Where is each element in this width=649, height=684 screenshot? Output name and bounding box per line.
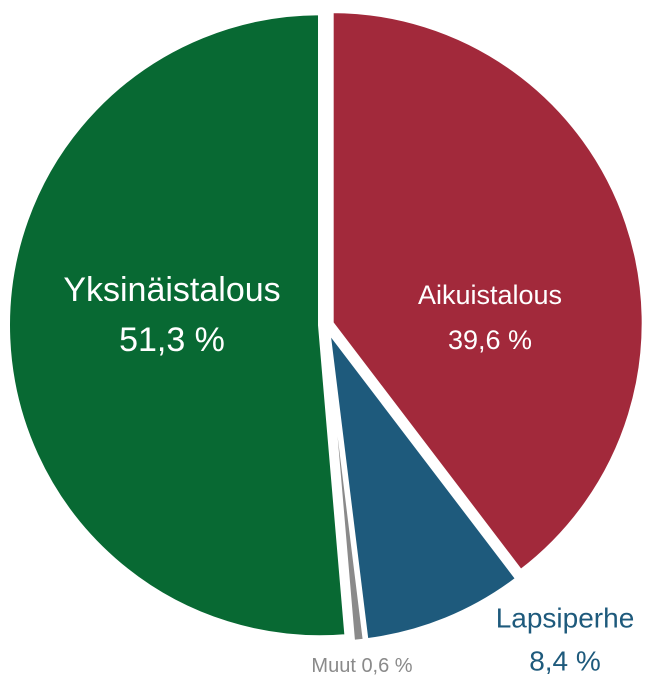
slice-label: Lapsiperhe <box>496 602 635 633</box>
value-label: 8,4 % <box>529 645 601 676</box>
value-label: 51,3 % <box>119 321 225 359</box>
slice-label: Muut 0,6 % <box>311 655 412 677</box>
pie-slice <box>324 330 368 645</box>
slice-label: Aikuistalous <box>418 280 562 310</box>
pie-slice <box>325 323 521 643</box>
value-label: 39,6 % <box>448 325 532 355</box>
pie-slice <box>6 11 349 640</box>
pie-slice <box>329 9 646 575</box>
slices <box>6 9 646 645</box>
value-label: 0,6 % <box>361 655 412 677</box>
slice-label: Muut <box>311 655 356 677</box>
slice-label: Yksinäistalous <box>63 271 280 309</box>
